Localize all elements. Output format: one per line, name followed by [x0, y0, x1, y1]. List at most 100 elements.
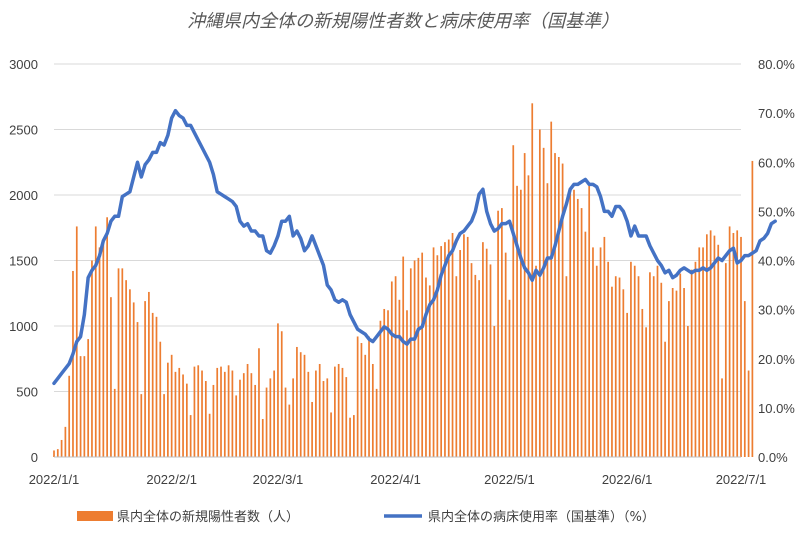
bar	[132, 302, 135, 457]
bar	[573, 189, 575, 457]
x-tick-label: 2022/1/1	[29, 472, 80, 487]
bar	[478, 280, 480, 457]
bar	[455, 276, 458, 457]
bar	[747, 370, 750, 457]
y-right-tick-label: 60.0%	[758, 155, 795, 170]
y-right-tick-label: 20.0%	[758, 352, 795, 367]
bar	[387, 310, 389, 457]
bar	[349, 417, 351, 457]
bar	[227, 365, 230, 457]
occupancy-line	[52, 108, 777, 386]
x-tick-label: 2022/2/1	[146, 472, 197, 487]
bar	[713, 235, 716, 457]
bar	[668, 301, 670, 457]
bar	[538, 129, 541, 457]
bar	[159, 341, 162, 457]
y-right-tick-label: 70.0%	[758, 106, 795, 121]
bar	[413, 260, 416, 457]
y-axis-left: 0 500 1000 1500 2000 2500 3000	[9, 57, 38, 465]
bar	[633, 265, 636, 457]
bar	[91, 260, 93, 457]
bar	[246, 363, 249, 457]
bar	[721, 378, 723, 457]
bar	[459, 250, 461, 457]
bar	[664, 341, 666, 457]
bar	[637, 276, 640, 457]
bar	[432, 247, 435, 457]
bar	[185, 383, 188, 457]
bar	[364, 354, 367, 457]
bar	[440, 246, 443, 457]
x-tick-label: 2022/7/1	[716, 472, 767, 487]
bar	[182, 374, 184, 457]
legend-bar-swatch	[77, 511, 113, 521]
bar	[277, 323, 279, 457]
bar-series	[53, 103, 754, 458]
bar	[687, 326, 689, 457]
bar	[630, 261, 632, 457]
bar	[390, 281, 393, 457]
y-axis-right: 0.0% 10.0% 20.0% 30.0% 40.0% 50.0% 60.0% 70.0% 8…	[758, 57, 795, 465]
bar	[330, 412, 332, 457]
bar	[656, 265, 659, 457]
bar	[303, 354, 306, 457]
bar	[671, 288, 674, 457]
bar	[208, 413, 211, 457]
bar	[417, 257, 420, 457]
bar	[394, 276, 397, 457]
bar	[679, 273, 682, 457]
bar	[641, 308, 644, 457]
y-right-tick-label: 40.0%	[758, 254, 795, 269]
bar	[60, 439, 63, 457]
bar	[379, 320, 382, 457]
bar	[68, 375, 71, 457]
bar	[155, 316, 158, 457]
bar	[307, 371, 310, 457]
bar	[599, 247, 602, 457]
bar	[584, 231, 587, 457]
y-right-tick-label: 50.0%	[758, 204, 795, 219]
y-left-tick-label: 3000	[9, 57, 38, 72]
bar	[614, 276, 617, 457]
y-right-tick-label: 80.0%	[758, 57, 795, 72]
bar	[425, 277, 427, 457]
bar	[463, 234, 465, 457]
bar	[360, 343, 363, 457]
bar	[280, 331, 283, 457]
x-tick-label: 2022/3/1	[253, 472, 304, 487]
bar	[618, 277, 621, 457]
bar	[732, 232, 735, 457]
bar	[717, 244, 720, 457]
bar	[489, 264, 492, 457]
bar	[87, 339, 90, 457]
bar	[595, 265, 598, 457]
bar	[144, 301, 146, 457]
bar	[402, 256, 405, 457]
x-tick-label: 2022/6/1	[602, 472, 653, 487]
bar	[117, 268, 120, 457]
bar	[151, 312, 154, 457]
bar	[125, 280, 127, 457]
bar	[79, 356, 82, 457]
bar	[702, 247, 704, 457]
bar	[288, 404, 291, 457]
bar	[497, 210, 499, 457]
bar	[705, 234, 708, 457]
bar	[345, 377, 348, 457]
bar	[709, 230, 712, 457]
bar	[527, 175, 530, 457]
bar	[728, 226, 731, 457]
bar	[292, 378, 294, 457]
bar	[212, 384, 215, 457]
bar	[520, 189, 522, 457]
y-left-tick-label: 1000	[9, 319, 38, 334]
x-tick-label: 2022/4/1	[370, 472, 421, 487]
bar	[626, 312, 628, 457]
bar	[580, 208, 583, 457]
x-tick-label: 2022/5/1	[484, 472, 535, 487]
bar	[265, 387, 268, 457]
bar	[148, 291, 150, 457]
bar	[622, 289, 625, 457]
bar	[485, 248, 488, 457]
